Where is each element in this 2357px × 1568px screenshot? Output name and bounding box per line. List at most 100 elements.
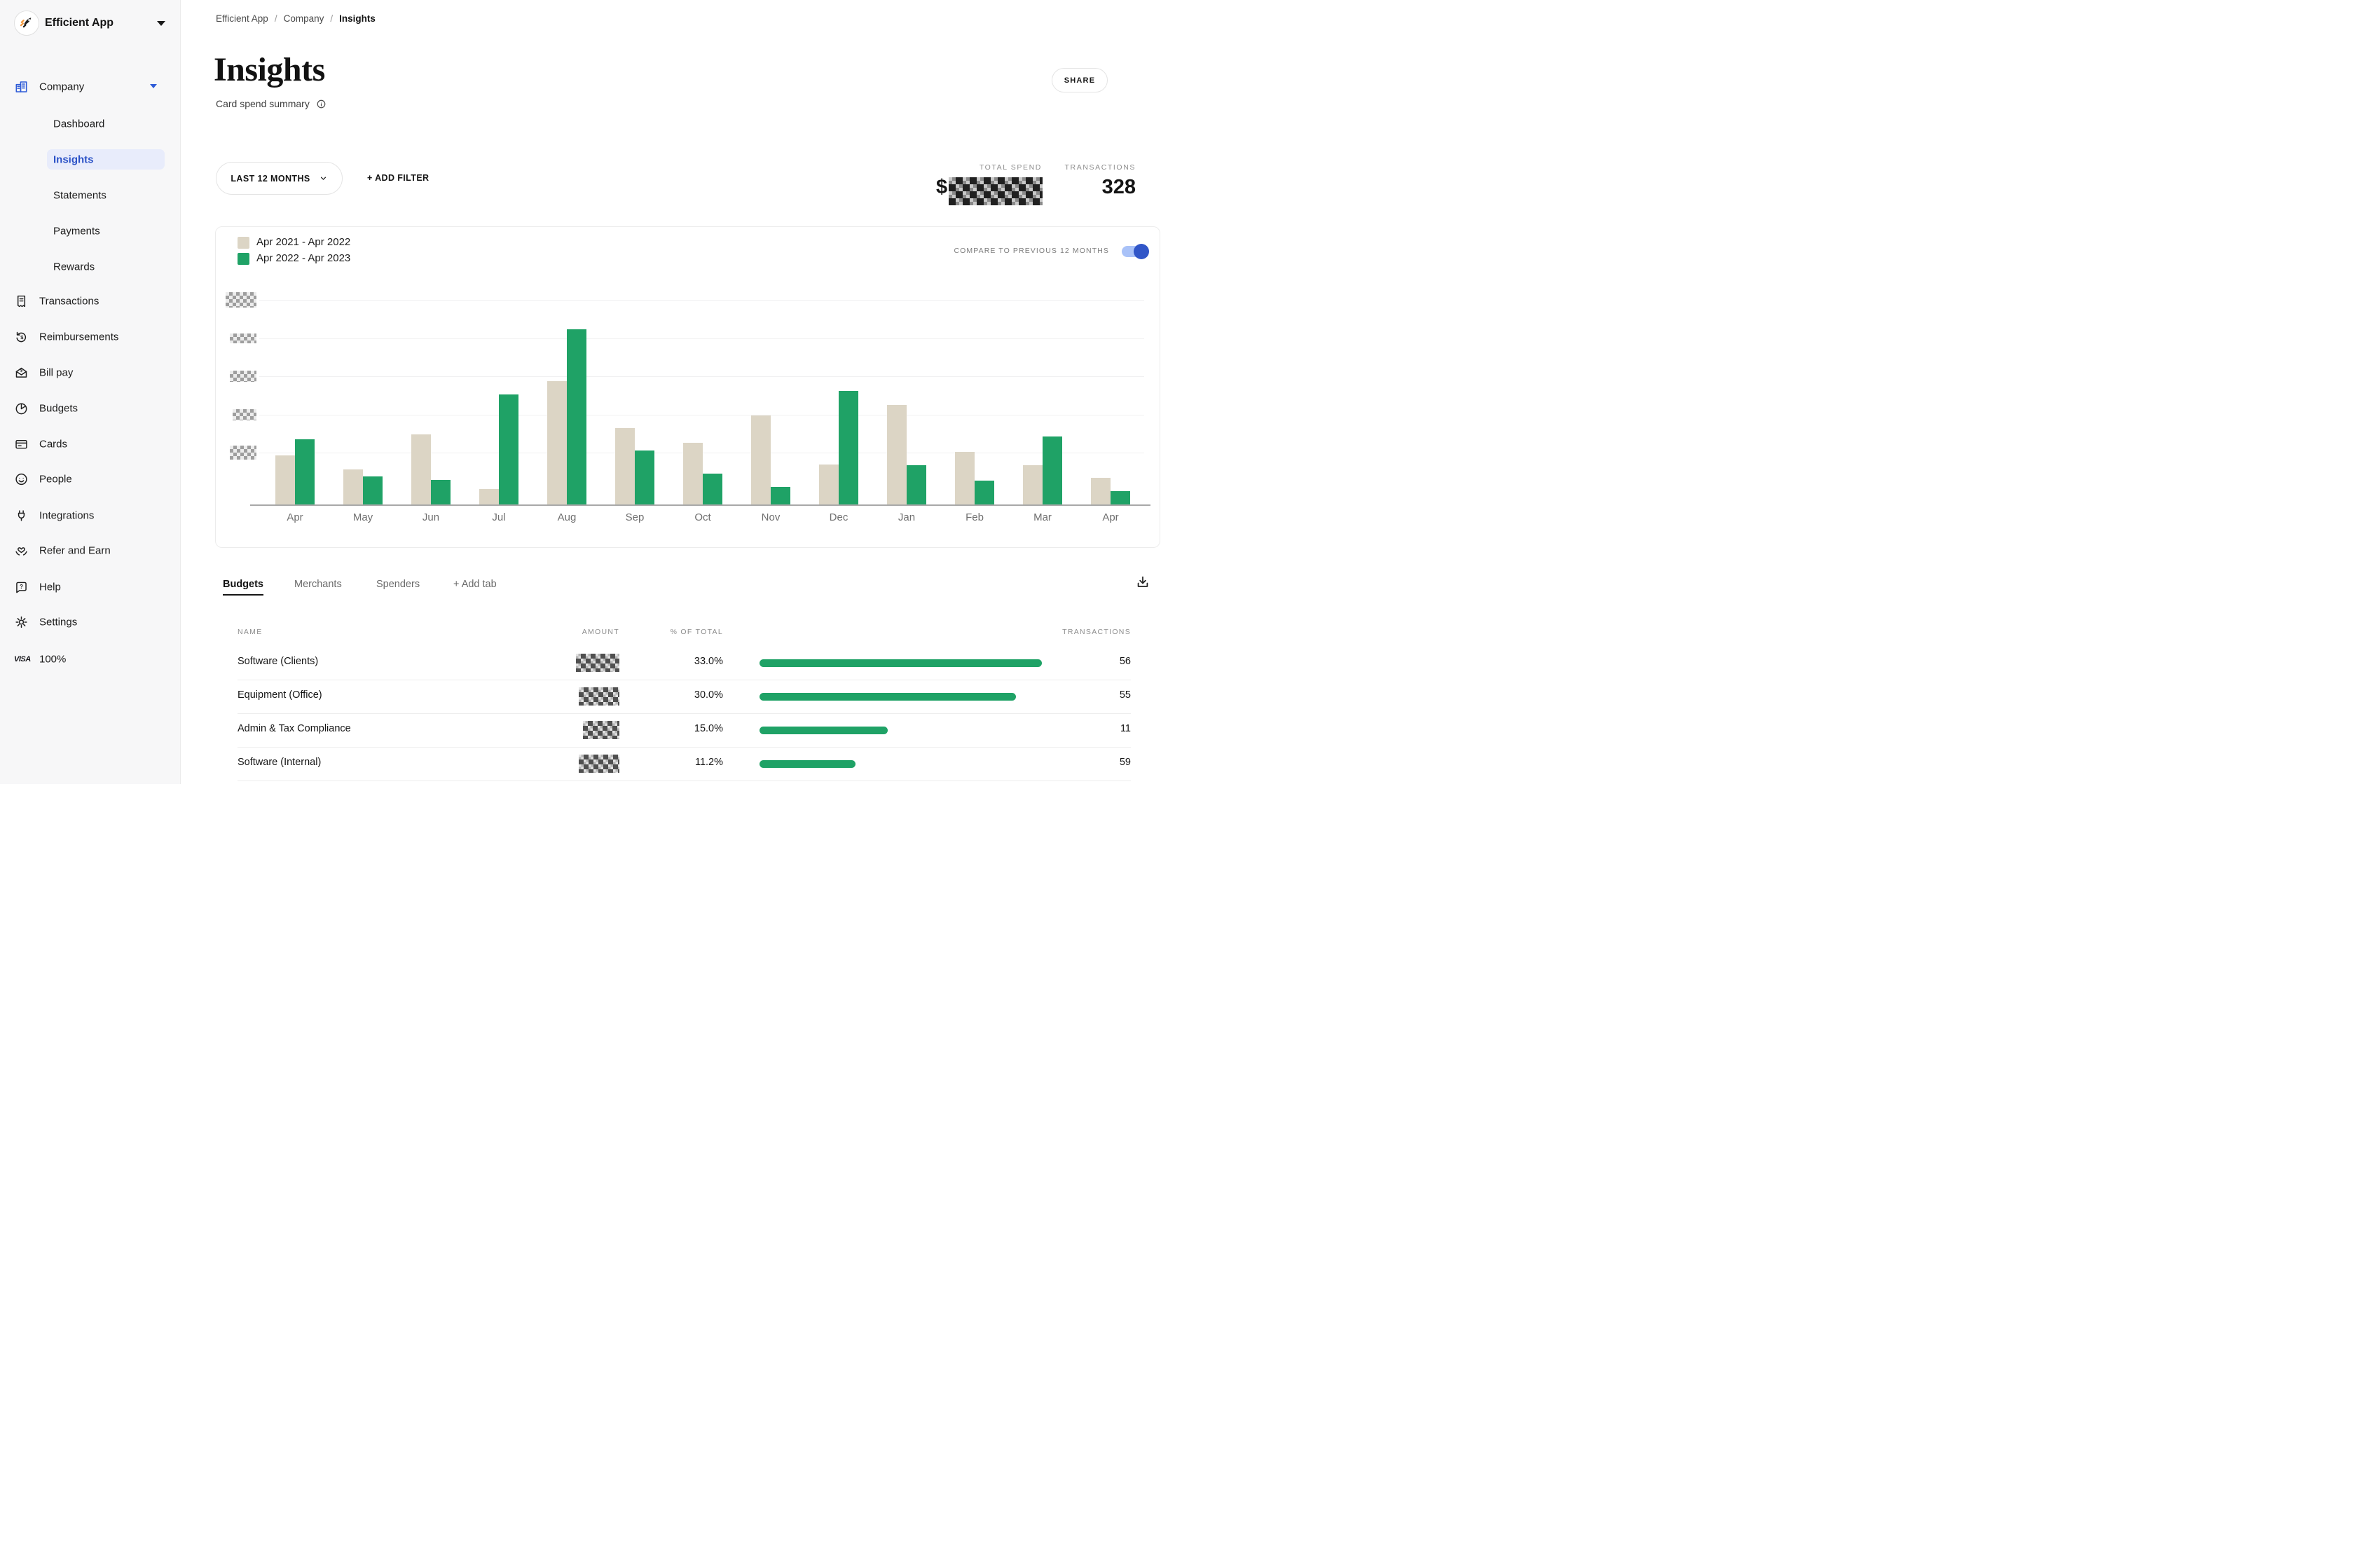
sidebar-item-label: People xyxy=(39,473,72,486)
sidebar-item-payments[interactable]: Payments xyxy=(0,221,181,242)
bar-curr-aug-4[interactable] xyxy=(567,329,586,504)
table-cell-amount-redacted xyxy=(583,721,619,739)
bar-prev-jun-2[interactable] xyxy=(411,434,431,504)
bar-curr-jun-2[interactable] xyxy=(431,480,451,504)
bar-curr-jul-3[interactable] xyxy=(499,394,518,504)
active-item-highlight xyxy=(47,149,165,170)
sidebar-item-label: Dashboard xyxy=(53,118,105,130)
bar-prev-jul-3[interactable] xyxy=(479,489,499,504)
table-cell-amount-redacted xyxy=(579,755,619,773)
bar-prev-may-1[interactable] xyxy=(343,469,363,504)
table-cell-pct: 11.2% xyxy=(694,757,723,768)
table-cell-name: Software (Internal) xyxy=(238,757,322,768)
bar-prev-dec-8[interactable] xyxy=(819,465,839,504)
help-bubble-icon: ? xyxy=(14,580,29,595)
app-logo-label: Efficient App xyxy=(45,17,114,29)
sidebar-item-label: Transactions xyxy=(39,295,99,308)
sidebar-item-dashboard[interactable]: Dashboard xyxy=(0,114,181,135)
x-axis-tick-label: Feb xyxy=(966,511,984,523)
bar-curr-sep-5[interactable] xyxy=(635,451,654,504)
period-filter-dropdown[interactable]: LAST 12 MONTHS xyxy=(216,162,343,195)
bar-curr-apr-12[interactable] xyxy=(1111,491,1130,504)
bar-curr-mar-11[interactable] xyxy=(1043,436,1062,504)
table-row-separator xyxy=(238,747,1131,748)
bar-curr-apr-0[interactable] xyxy=(295,439,315,504)
breadcrumb-separator: / xyxy=(274,13,277,24)
chart-gridline xyxy=(259,376,1144,377)
sidebar-card-limit-row: VISA 100% xyxy=(0,649,181,670)
breadcrumb-item[interactable]: Insights xyxy=(339,13,376,24)
compare-toggle[interactable] xyxy=(1122,244,1149,259)
table-cell-name: Software (Clients) xyxy=(238,656,319,667)
info-icon[interactable] xyxy=(316,99,327,109)
sidebar-item-budgets[interactable]: Budgets xyxy=(0,398,181,419)
bar-curr-dec-8[interactable] xyxy=(839,391,858,504)
legend-label: Apr 2021 - Apr 2022 xyxy=(256,236,351,248)
bar-prev-mar-11[interactable] xyxy=(1023,465,1043,504)
sidebar-item-people[interactable]: People xyxy=(0,469,181,490)
download-icon[interactable] xyxy=(1135,575,1150,593)
sidebar-item-settings[interactable]: Settings xyxy=(0,612,181,633)
x-axis-tick-label: Aug xyxy=(557,511,577,523)
sidebar-item-help[interactable]: ? Help xyxy=(0,577,181,598)
add-filter-button[interactable]: + ADD FILTER xyxy=(367,173,430,183)
x-axis-tick-label: Jan xyxy=(898,511,916,523)
bar-prev-sep-5[interactable] xyxy=(615,428,635,504)
total-spend-value-redacted xyxy=(949,177,1043,205)
sidebar-item-reimbursements[interactable]: $ Reimbursements xyxy=(0,326,181,348)
legend-swatch xyxy=(238,253,249,265)
sidebar-item-bill-pay[interactable]: $ Bill pay xyxy=(0,362,181,383)
sidebar-item-label: Insights xyxy=(53,153,94,166)
bar-prev-oct-6[interactable] xyxy=(683,443,703,504)
bar-curr-may-1[interactable] xyxy=(363,476,383,504)
tab-merchants[interactable]: Merchants xyxy=(294,579,342,590)
sidebar-item-company[interactable]: Company xyxy=(0,76,181,97)
visa-logo: VISA xyxy=(14,655,31,663)
add-tab-button[interactable]: + Add tab xyxy=(453,579,497,590)
sidebar-item-label: Statements xyxy=(53,189,106,202)
x-axis-tick-label: Sep xyxy=(625,511,645,523)
breadcrumb-item[interactable]: Company xyxy=(283,13,324,24)
bar-prev-feb-10[interactable] xyxy=(955,452,975,504)
table-header-amount: AMOUNT xyxy=(582,628,619,636)
x-axis-tick-label: Mar xyxy=(1033,511,1052,523)
bar-prev-jan-9[interactable] xyxy=(887,405,907,504)
table-cell-transactions: 59 xyxy=(1119,757,1131,768)
app-root: Efficient App Company Dashboard Insights S… xyxy=(0,0,1178,784)
table-row-separator xyxy=(238,780,1131,781)
sidebar-item-insights[interactable]: Insights xyxy=(0,149,181,170)
share-button[interactable]: SHARE xyxy=(1052,68,1108,92)
sidebar-item-rewards[interactable]: Rewards xyxy=(0,256,181,277)
bar-prev-aug-4[interactable] xyxy=(547,381,567,504)
bar-curr-jan-9[interactable] xyxy=(907,465,926,504)
table-cell-pct: 33.0% xyxy=(694,656,723,667)
sidebar-item-label: Settings xyxy=(39,616,78,628)
sidebar-item-label: Budgets xyxy=(39,402,78,415)
period-filter-label: LAST 12 MONTHS xyxy=(231,173,310,184)
x-axis-tick-label: Apr xyxy=(1102,511,1119,523)
tab-spenders[interactable]: Spenders xyxy=(376,579,420,590)
bar-prev-apr-12[interactable] xyxy=(1091,478,1111,504)
table-header-name: NAME xyxy=(238,628,263,636)
bar-prev-nov-7[interactable] xyxy=(751,415,771,504)
sidebar-item-label: Reimbursements xyxy=(39,331,119,343)
bar-curr-oct-6[interactable] xyxy=(703,474,722,504)
sidebar-item-statements[interactable]: Statements xyxy=(0,185,181,206)
rocket-logo-icon xyxy=(18,13,36,34)
breadcrumb-item[interactable]: Efficient App xyxy=(216,13,268,24)
sidebar-item-refer-and-earn[interactable]: Refer and Earn xyxy=(0,540,181,561)
sidebar-item-transactions[interactable]: Transactions xyxy=(0,291,181,312)
sidebar-item-integrations[interactable]: Integrations xyxy=(0,505,181,526)
y-axis-tick-label-redacted xyxy=(226,292,256,308)
gear-icon xyxy=(14,615,29,630)
chart-gridline xyxy=(259,338,1144,339)
bar-curr-nov-7[interactable] xyxy=(771,487,790,504)
sidebar-item-cards[interactable]: Cards xyxy=(0,434,181,455)
bar-prev-apr-0[interactable] xyxy=(275,455,295,504)
app-logo xyxy=(14,11,39,36)
tab-budgets[interactable]: Budgets xyxy=(223,579,263,596)
y-axis-tick-label-redacted xyxy=(230,371,256,382)
refund-icon: $ xyxy=(14,330,29,345)
bar-curr-feb-10[interactable] xyxy=(975,481,994,504)
pie-icon xyxy=(14,401,29,416)
